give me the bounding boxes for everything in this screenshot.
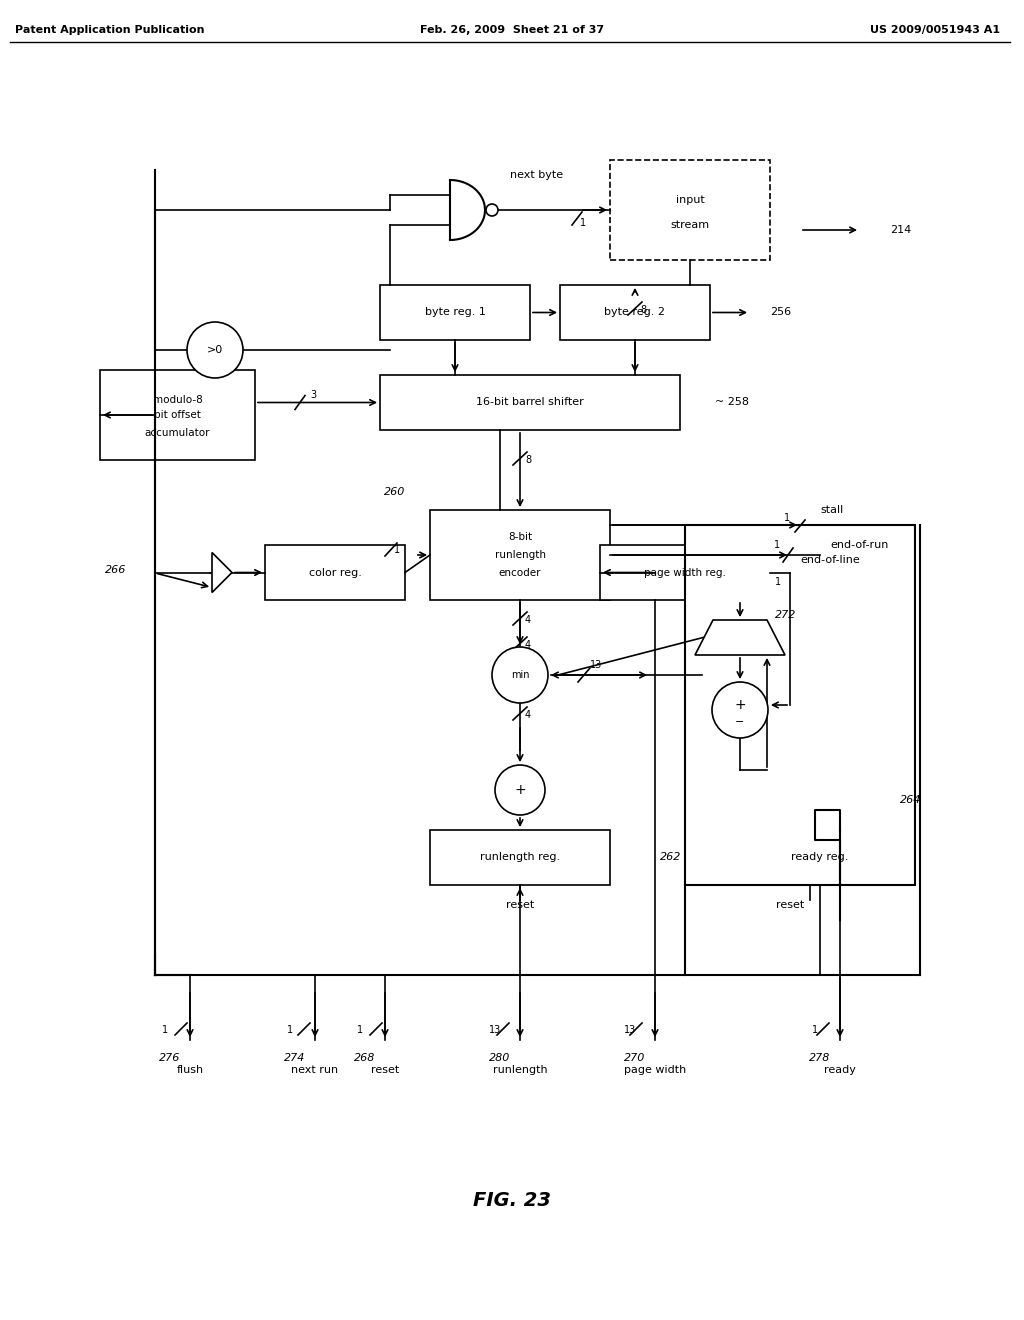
Text: 272: 272 — [775, 610, 797, 620]
Text: 1: 1 — [580, 218, 586, 228]
Bar — [380, 285, 530, 341]
Text: page width reg.: page width reg. — [644, 568, 726, 578]
Text: +: + — [734, 698, 745, 711]
Bar — [560, 285, 710, 341]
Text: US 2009/0051943 A1: US 2009/0051943 A1 — [869, 25, 1000, 36]
Text: 16-bit barrel shifter: 16-bit barrel shifter — [476, 397, 584, 408]
Text: runlength: runlength — [493, 1065, 547, 1074]
Text: FIG. 23: FIG. 23 — [473, 1191, 551, 1209]
Circle shape — [486, 205, 498, 216]
Text: 3: 3 — [310, 391, 316, 400]
Text: 260: 260 — [384, 487, 406, 498]
Polygon shape — [212, 553, 232, 593]
Circle shape — [187, 322, 243, 378]
Text: 4: 4 — [525, 710, 531, 719]
Text: 268: 268 — [354, 1053, 376, 1063]
Text: next run: next run — [292, 1065, 339, 1074]
Text: >0: >0 — [207, 345, 223, 355]
Text: 266: 266 — [105, 565, 126, 576]
Text: 280: 280 — [489, 1053, 511, 1063]
Text: modulo-8: modulo-8 — [153, 395, 203, 405]
Text: 1: 1 — [774, 540, 780, 550]
Text: accumulator: accumulator — [144, 428, 210, 438]
Circle shape — [492, 647, 548, 704]
Text: 276: 276 — [160, 1053, 180, 1063]
Text: 270: 270 — [625, 1053, 646, 1063]
Text: 13: 13 — [488, 1026, 501, 1035]
Text: 1: 1 — [784, 513, 790, 523]
Text: reset: reset — [776, 900, 804, 909]
Text: −: − — [735, 717, 744, 727]
Text: Feb. 26, 2009  Sheet 21 of 37: Feb. 26, 2009 Sheet 21 of 37 — [420, 25, 604, 36]
Text: 278: 278 — [809, 1053, 830, 1063]
Bar — [610, 160, 770, 260]
Text: 262: 262 — [660, 853, 681, 862]
Text: color reg.: color reg. — [308, 568, 361, 578]
Polygon shape — [695, 620, 785, 655]
Text: Patent Application Publication: Patent Application Publication — [15, 25, 205, 36]
Text: runlength: runlength — [495, 550, 546, 560]
Text: min: min — [511, 671, 529, 680]
Text: 214: 214 — [890, 224, 911, 235]
Text: end-of-run: end-of-run — [830, 540, 889, 550]
Text: 256: 256 — [770, 308, 792, 318]
Text: 4: 4 — [525, 615, 531, 624]
Text: encoder: encoder — [499, 568, 542, 578]
Text: reset: reset — [371, 1065, 399, 1074]
Bar — [380, 375, 680, 430]
Text: byte reg. 1: byte reg. 1 — [425, 308, 485, 318]
Text: 1: 1 — [775, 577, 781, 587]
Bar — [685, 525, 915, 884]
Circle shape — [495, 766, 545, 814]
Text: 1: 1 — [812, 1026, 818, 1035]
Text: reset: reset — [506, 900, 535, 909]
Text: end-of-line: end-of-line — [800, 554, 860, 565]
Bar — [430, 830, 610, 884]
Text: 1: 1 — [394, 545, 400, 554]
Circle shape — [712, 682, 768, 738]
Text: 13: 13 — [624, 1026, 636, 1035]
Text: input: input — [676, 195, 705, 205]
Bar — [100, 370, 255, 459]
Bar — [750, 830, 890, 884]
Bar — [600, 545, 770, 601]
Text: 1: 1 — [287, 1026, 293, 1035]
Text: stall: stall — [820, 506, 843, 515]
Bar — [430, 510, 610, 601]
Text: 8: 8 — [640, 305, 646, 315]
Bar — [265, 545, 406, 601]
Text: ready reg.: ready reg. — [792, 853, 849, 862]
Text: byte reg. 2: byte reg. 2 — [604, 308, 666, 318]
Text: 13: 13 — [590, 660, 602, 671]
Text: ~ 258: ~ 258 — [715, 397, 749, 408]
Text: runlength reg.: runlength reg. — [480, 853, 560, 862]
Text: flush: flush — [176, 1065, 204, 1074]
Text: 4: 4 — [525, 640, 531, 649]
Text: 264: 264 — [900, 795, 922, 805]
Text: 8: 8 — [525, 455, 531, 465]
Text: 274: 274 — [285, 1053, 306, 1063]
Text: stream: stream — [671, 220, 710, 230]
Text: +: + — [514, 783, 525, 797]
Text: 1: 1 — [357, 1026, 364, 1035]
Text: 1: 1 — [162, 1026, 168, 1035]
Text: ready: ready — [824, 1065, 856, 1074]
Text: page width: page width — [624, 1065, 686, 1074]
Text: 8-bit: 8-bit — [508, 532, 532, 543]
Text: bit offset: bit offset — [154, 411, 201, 420]
Text: next byte: next byte — [510, 170, 563, 180]
